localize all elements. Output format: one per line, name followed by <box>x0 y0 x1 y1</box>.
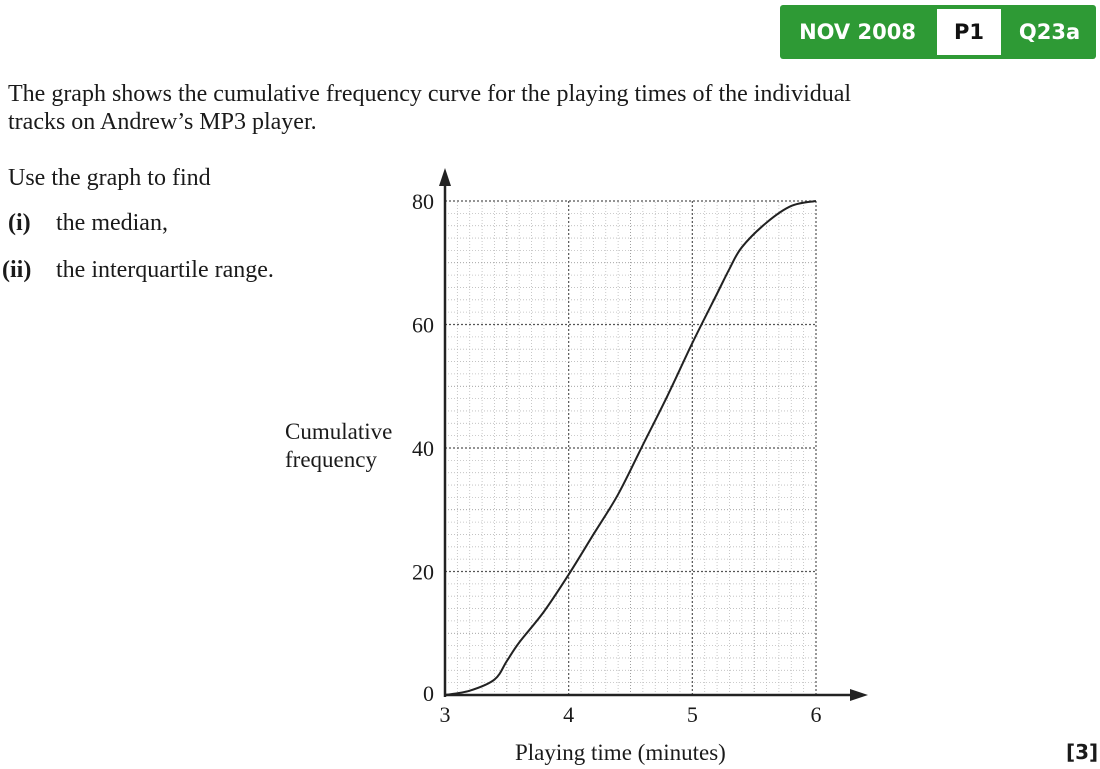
y-tick-label: 60 <box>412 313 434 338</box>
cumulative-frequency-curve <box>444 200 817 696</box>
x-axis-label: Playing time (minutes) <box>515 740 726 765</box>
x-tick-label: 5 <box>687 702 698 727</box>
part-ii-label: (ii) <box>2 257 32 283</box>
y-tick-label: 20 <box>412 560 434 585</box>
x-tick-label: 4 <box>563 702 574 727</box>
question-number-label: Q23a <box>1018 20 1081 44</box>
paper-label: P1 <box>937 9 1001 55</box>
part-i-text: the median, <box>56 210 168 236</box>
y-axis-arrow <box>439 168 451 186</box>
x-axis-arrow <box>850 689 868 701</box>
x-tick-label: 3 <box>440 702 451 727</box>
y-axis-label-line-2: frequency <box>285 447 377 472</box>
question-intro: The graph shows the cumulative frequency… <box>8 81 852 135</box>
part-ii: (ii) the interquartile range. <box>2 257 274 284</box>
question-instruction: Use the graph to find <box>8 165 211 191</box>
exam-date-label: NOV 2008 <box>799 20 916 44</box>
part-i-label: (i) <box>8 210 31 236</box>
part-ii-text: the interquartile range. <box>56 257 274 283</box>
question-badge: NOV 2008 P1 Q23a <box>780 5 1096 59</box>
chart-grid <box>444 200 817 696</box>
marks-label: [3] <box>1066 740 1099 764</box>
y-tick-label: 0 <box>423 681 434 706</box>
part-i: (i) the median, <box>8 210 168 237</box>
y-tick-label: 40 <box>412 436 434 461</box>
y-tick-label: 80 <box>412 189 434 214</box>
x-tick-label: 6 <box>811 702 822 727</box>
chart-axes <box>439 168 868 701</box>
y-axis-label-line-1: Cumulative <box>285 419 392 444</box>
